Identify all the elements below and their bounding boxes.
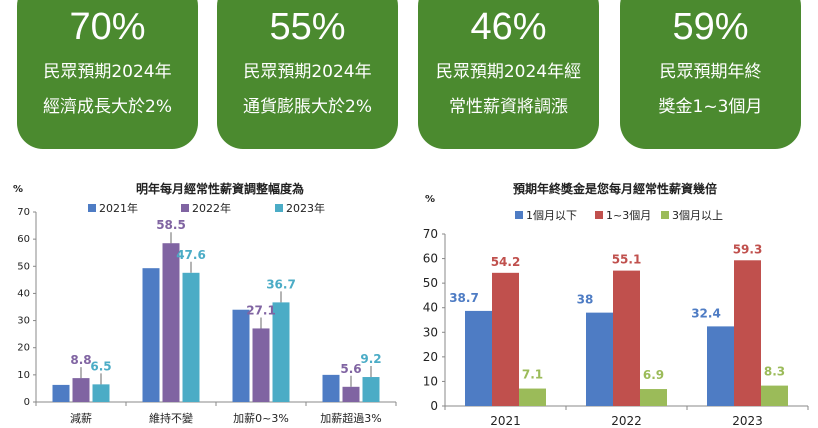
stat-caption-line2: 常性薪資將調漲 — [449, 97, 568, 117]
data-label: 5.6 — [340, 362, 361, 376]
legend-label: 3個月以上 — [672, 209, 723, 222]
stat-caption-line1: 民眾預期年終 — [659, 62, 762, 82]
data-label: 27.1 — [246, 303, 276, 317]
chart-title: 預期年終獎金是您每月經常性薪資幾倍 — [513, 181, 717, 196]
data-label: 7.1 — [522, 368, 543, 382]
legend-label: 1個月以下 — [526, 209, 577, 222]
category-label: 2023 — [732, 414, 763, 428]
data-label: 36.7 — [266, 277, 296, 291]
y-tick-label: 40 — [17, 288, 30, 299]
data-label: 6.9 — [643, 368, 664, 382]
bar — [734, 260, 761, 406]
y-tick-label: 60 — [17, 234, 30, 245]
legend-swatch — [88, 204, 96, 212]
y-tick-label: 50 — [423, 276, 438, 290]
data-label: 47.6 — [176, 248, 206, 262]
stat-value: 55% — [269, 6, 346, 48]
y-tick-label: 0 — [24, 397, 30, 408]
legend-swatch — [661, 211, 669, 219]
bar — [72, 378, 90, 402]
y-tick-label: 40 — [423, 301, 438, 315]
y-axis-unit: % — [13, 184, 23, 195]
legend-label: 2023年 — [286, 201, 325, 215]
bar — [640, 389, 667, 406]
y-tick-label: 60 — [423, 252, 438, 266]
y-tick-label: 70 — [17, 207, 30, 218]
legend-label: 1~3個月 — [606, 209, 651, 222]
category-label: 減薪 — [70, 411, 92, 425]
data-label: 9.2 — [360, 352, 381, 366]
y-tick-label: 10 — [423, 374, 438, 388]
y-tick-label: 30 — [17, 316, 30, 327]
stat-caption-line2: 通貨膨脹大於2% — [243, 97, 372, 117]
bar — [142, 268, 160, 402]
data-label: 32.4 — [691, 306, 721, 320]
bar — [613, 270, 640, 406]
category-label: 加薪超過3% — [320, 411, 381, 425]
chart-title: 明年每月經常性薪資調整幅度為 — [136, 181, 304, 196]
stat-value: 46% — [470, 6, 547, 48]
stat-value: 70% — [69, 6, 146, 48]
stat-caption-line1: 民眾預期2024年 — [43, 62, 172, 82]
legend-swatch — [181, 204, 189, 212]
y-tick-label: 50 — [17, 261, 30, 272]
bar — [492, 272, 519, 406]
bar — [586, 312, 613, 406]
y-tick-label: 20 — [17, 343, 30, 354]
bar — [322, 374, 340, 402]
bar — [272, 302, 290, 402]
salary-adjustment-chart: 明年每月經常性薪資調整幅度為 % 0 10 20 30 40 50 60 70 2021年 202… — [13, 181, 397, 425]
data-label: 38.7 — [449, 291, 479, 305]
y-tick-label: 70 — [423, 227, 438, 241]
stat-caption-line1: 民眾預期2024年 — [243, 62, 372, 82]
bar — [182, 272, 200, 402]
data-label: 38 — [577, 293, 594, 307]
stat-card-inflation: 55% 民眾預期2024年 通貨膨脹大於2% — [217, 0, 398, 149]
data-label: 58.5 — [156, 218, 186, 232]
stat-caption-line2: 獎金1~3個月 — [658, 97, 763, 117]
data-label: 6.5 — [90, 359, 111, 373]
legend-label: 2022年 — [192, 201, 231, 215]
data-label: 8.3 — [764, 365, 785, 379]
y-axis-unit: % — [425, 194, 435, 205]
bar — [252, 328, 270, 402]
category-label: 2022 — [611, 414, 642, 428]
bar — [519, 388, 546, 406]
data-label: 59.3 — [733, 242, 763, 256]
bar — [52, 384, 70, 402]
y-tick-label: 0 — [430, 399, 438, 413]
legend-swatch — [595, 211, 603, 219]
stat-value: 59% — [672, 6, 749, 48]
data-label: 54.2 — [491, 255, 521, 269]
legend-swatch — [515, 211, 523, 219]
category-label: 維持不變 — [149, 411, 193, 425]
y-tick-label: 10 — [17, 370, 30, 381]
legend-label: 2021年 — [99, 201, 138, 215]
data-label: 55.1 — [612, 253, 642, 267]
stat-card-growth: 70% 民眾預期2024年 經濟成長大於2% — [17, 0, 198, 149]
bar — [162, 243, 180, 402]
bar — [362, 377, 380, 402]
y-tick-label: 20 — [423, 350, 438, 364]
bar — [342, 386, 360, 402]
bar — [232, 309, 250, 402]
category-label: 2021 — [490, 414, 521, 428]
bar — [92, 384, 110, 402]
year-end-bonus-chart: 預期年終獎金是您每月經常性薪資幾倍 % 0 10 20 30 40 50 60 70 1個月以下… — [423, 181, 809, 428]
bar — [707, 326, 734, 406]
bar — [761, 385, 788, 406]
category-label: 加薪0~3% — [233, 412, 289, 425]
legend-swatch — [275, 204, 283, 212]
data-label: 8.8 — [70, 353, 91, 367]
stat-card-bonus: 59% 民眾預期年終 獎金1~3個月 — [620, 0, 801, 149]
stat-caption-line1: 民眾預期2024年經 — [435, 62, 582, 82]
stat-card-salary-raise: 46% 民眾預期2024年經 常性薪資將調漲 — [418, 0, 599, 149]
stat-caption-line2: 經濟成長大於2% — [43, 97, 172, 117]
bar — [465, 310, 492, 406]
y-tick-label: 30 — [423, 325, 438, 339]
